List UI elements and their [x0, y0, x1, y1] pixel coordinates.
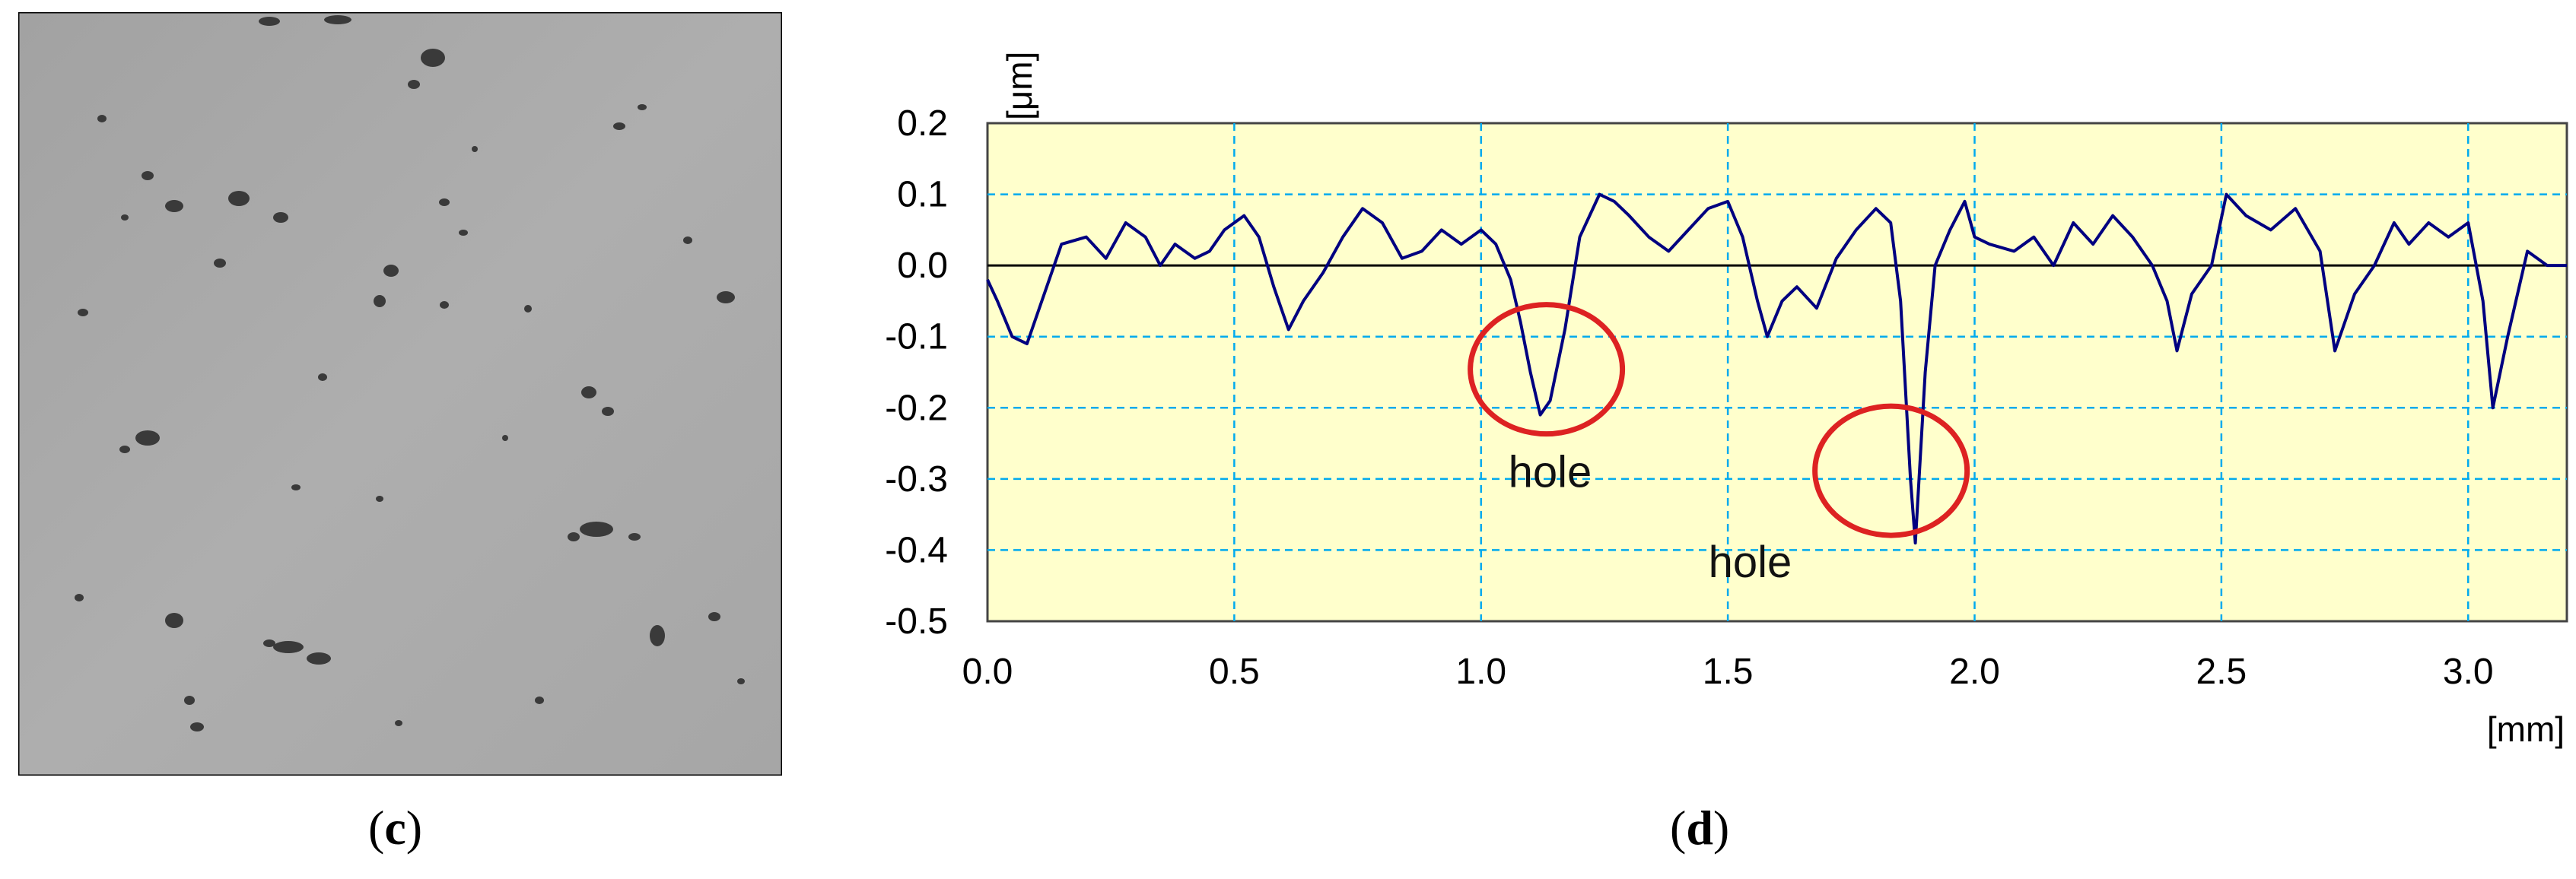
micrograph-pores: [75, 15, 745, 731]
x-tick-label: 1.5: [1703, 652, 1754, 692]
x-tick-label: 0.0: [962, 652, 1013, 692]
x-tick-label: 0.5: [1209, 652, 1260, 692]
grid-lines: [987, 123, 2567, 621]
plot-area-background: [986, 122, 2568, 623]
panel-c-label: (c): [368, 801, 423, 855]
hole-circle: [1812, 403, 1970, 538]
sem-micrograph-image: [18, 12, 782, 776]
y-tick-label: -0.5: [885, 601, 948, 642]
hole-label: hole: [1509, 448, 1592, 497]
x-tick-label: 2.0: [1949, 652, 2000, 692]
y-tick-label: 0.0: [897, 246, 948, 286]
y-tick-label: -0.1: [885, 317, 948, 357]
micrograph-background: [18, 12, 782, 776]
x-tick-label: 2.5: [2196, 652, 2247, 692]
y-tick-label: -0.2: [885, 388, 948, 428]
y-tick-label: 0.2: [897, 103, 948, 144]
hole-label: hole: [1709, 538, 1792, 587]
y-axis-unit-label: [μm]: [1000, 52, 1039, 120]
x-tick-label: 1.0: [1455, 652, 1506, 692]
profile-series-line: [986, 192, 2567, 545]
y-tick-label: -0.4: [885, 530, 948, 570]
hole-circle: [1468, 302, 1626, 437]
panel-d-label: (d): [1670, 801, 1730, 855]
x-tick-label: 3.0: [2443, 652, 2494, 692]
hole-annotations: hole hole: [1468, 302, 1970, 587]
y-tick-label: 0.1: [897, 175, 948, 215]
x-axis-unit-label: [mm]: [2487, 709, 2565, 749]
x-axis-ticks: 0.0 0.5 1.0 1.5 2.0 2.5 3.0: [962, 652, 2494, 692]
y-axis-ticks: 0.2 0.1 0.0 -0.1 -0.2 -0.3 -0.4 -0.5: [885, 103, 948, 642]
y-tick-label: -0.3: [885, 459, 948, 500]
